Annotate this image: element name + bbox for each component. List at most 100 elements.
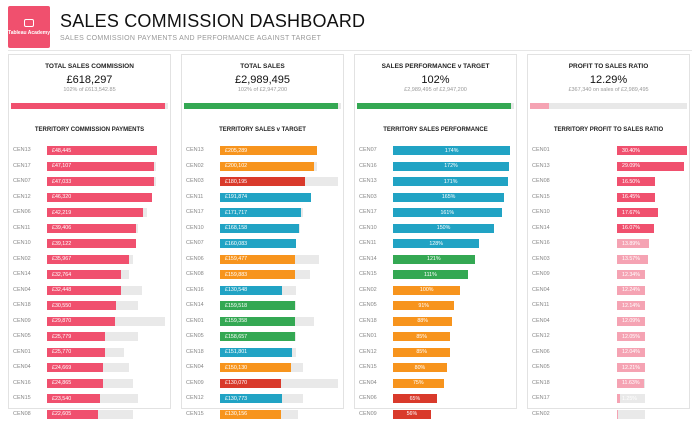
bar-row[interactable]: CEN07£47,033 — [9, 174, 170, 190]
bar-row[interactable]: CEN09£29,870 — [9, 314, 170, 330]
territory-label: CEN13 — [359, 178, 377, 184]
target-bar: £39,122 — [47, 239, 136, 248]
bar-row[interactable]: CEN06£159,477 — [182, 252, 343, 268]
territory-label: CEN15 — [532, 194, 550, 200]
bar-row[interactable]: CEN01£159,358 — [182, 314, 343, 330]
kpi-subtext: 102% of £2,947,200 — [182, 87, 343, 93]
value-bar: 12.24% — [617, 286, 645, 295]
bar-row[interactable]: CEN04£24,669 — [9, 360, 170, 376]
bar-row[interactable]: CEN14£32,764 — [9, 267, 170, 283]
kpi-progress-fill — [184, 103, 338, 109]
target-bar: £39,406 — [47, 224, 138, 233]
target-bar: 65% — [393, 394, 437, 403]
bar-row[interactable]: CEN03£180,195 — [182, 174, 343, 190]
bar-row[interactable]: CEN15£130,156 — [182, 407, 343, 422]
bar-row[interactable]: CEN13£48,445 — [9, 143, 170, 159]
bar-row[interactable]: CEN09£130,070 — [182, 376, 343, 392]
value-bar: £39,406 — [47, 224, 136, 233]
value-bar: 172% — [393, 162, 509, 171]
bar-row[interactable]: CEN10£39,122 — [9, 236, 170, 252]
bar-row[interactable]: CEN18£30,550 — [9, 298, 170, 314]
bar-row[interactable]: CEN08£159,883 — [182, 267, 343, 283]
bar-row[interactable]: CEN08£22,605 — [9, 407, 170, 422]
bar-row[interactable]: CEN04£150,130 — [182, 360, 343, 376]
bar-value-label: £180,195 — [225, 179, 247, 185]
kpi-subtext: £367,340 on sales of £2,989,495 — [528, 87, 689, 93]
value-bar: £22,605 — [47, 410, 98, 419]
tableau-academy-logo[interactable]: Tableau Academy — [8, 6, 50, 48]
kpi-title: TOTAL SALES COMMISSION — [9, 63, 170, 70]
bar-row[interactable]: CEN12£46,320 — [9, 190, 170, 206]
bar-row[interactable]: CEN14£159,518 — [182, 298, 343, 314]
bar-row[interactable]: CEN11£191,874 — [182, 190, 343, 206]
bar-row[interactable]: CEN13£205,289 — [182, 143, 343, 159]
bar-row[interactable]: CEN16£24,865 — [9, 376, 170, 392]
bar-row[interactable]: CEN12£130,773 — [182, 391, 343, 407]
bar-row[interactable]: CEN15£23,540 — [9, 391, 170, 407]
bar-row[interactable]: CEN05£158,657 — [182, 329, 343, 345]
bar-row[interactable]: CEN04£32,448 — [9, 283, 170, 299]
kpi-value: £2,989,495 — [182, 74, 343, 86]
target-bar: £159,518 — [220, 301, 296, 310]
bar-row[interactable]: CEN17£47,107 — [9, 159, 170, 175]
bar-row[interactable]: CEN07£160,083 — [182, 236, 343, 252]
bar-row[interactable]: CEN10£168,158 — [182, 221, 343, 237]
bar-row[interactable]: CEN11£39,406 — [9, 221, 170, 237]
territory-label: CEN05 — [359, 302, 377, 308]
bar-row[interactable]: CEN01£25,770 — [9, 345, 170, 361]
bar-value-label: £47,033 — [52, 179, 71, 185]
target-bar: 13.57% — [617, 255, 648, 264]
bar-row[interactable]: CEN06£42,219 — [9, 205, 170, 221]
value-bar: 85% — [393, 332, 450, 341]
target-bar: 88% — [393, 317, 452, 326]
bar-row[interactable]: CEN16£130,548 — [182, 283, 343, 299]
bar-row[interactable]: CEN05£25,779 — [9, 329, 170, 345]
bar-row[interactable]: CEN18£151,801 — [182, 345, 343, 361]
target-bar: £25,779 — [47, 332, 138, 341]
bar-row[interactable]: CEN02 — [528, 407, 689, 422]
territory-label: CEN08 — [186, 271, 204, 277]
bar-row[interactable]: CEN17£171,717 — [182, 205, 343, 221]
bar-row[interactable]: CEN02£35,967 — [9, 252, 170, 268]
kpi-title: TOTAL SALES — [182, 63, 343, 70]
target-bar: 165% — [393, 193, 504, 202]
bar-row[interactable]: CEN02£200,102 — [182, 159, 343, 175]
target-bar: £35,967 — [47, 255, 133, 264]
